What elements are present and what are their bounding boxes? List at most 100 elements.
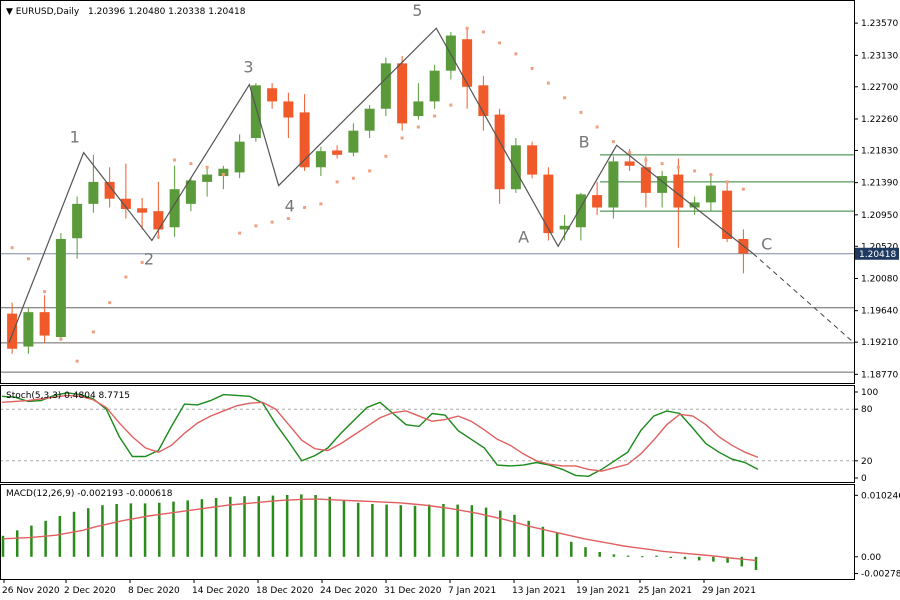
candle-body <box>705 185 716 203</box>
sar-dot <box>384 154 388 158</box>
candle-body <box>364 108 375 131</box>
macd-histogram-bar <box>740 556 744 567</box>
macd-histogram-bar <box>484 507 488 557</box>
candle-body <box>608 161 619 208</box>
macd-histogram-bar <box>385 504 388 557</box>
wave-projection <box>752 253 855 344</box>
candle-body <box>575 194 586 228</box>
candle-body <box>592 195 603 208</box>
macd-histogram-bar <box>683 556 687 560</box>
macd-histogram-bar <box>342 499 346 557</box>
wave-label: 3 <box>243 58 253 77</box>
sar-dot <box>108 301 112 305</box>
sar-dot <box>351 176 355 180</box>
candle-body <box>120 198 131 209</box>
y-tick-label: 1.23570 <box>861 19 898 29</box>
candle-body <box>234 141 245 173</box>
macd-histogram-bar <box>172 501 175 557</box>
sar-dot <box>254 224 258 228</box>
stoch-signal-line <box>1 394 759 472</box>
sar-dot <box>579 110 583 114</box>
sar-dot <box>563 96 567 100</box>
macd-histogram-bar <box>115 504 118 557</box>
candle-body <box>543 174 554 234</box>
wave-label: 5 <box>412 1 422 20</box>
macd-histogram-bar <box>86 508 90 557</box>
macd-title: MACD(12,26,9) -0.002193 -0.000618 <box>6 489 173 499</box>
candle-body <box>527 145 538 175</box>
sar-dot <box>335 180 339 184</box>
y-tick-label: 1.22700 <box>861 83 898 93</box>
macd-histogram-bar <box>1 535 5 557</box>
macd-histogram-bar <box>257 496 260 557</box>
y-tick-label: 1.21390 <box>861 179 898 189</box>
sar-dot <box>173 158 177 162</box>
stoch-tick-label: 0 <box>861 474 867 484</box>
candle-body <box>722 190 733 239</box>
macd-histogram-bar <box>399 505 403 557</box>
sar-dot <box>741 187 745 191</box>
y-tick-label: 1.20520 <box>861 242 898 252</box>
wave-label: A <box>518 227 529 246</box>
y-tick-label: 1.18770 <box>861 370 898 380</box>
candle-body <box>624 161 635 166</box>
candle-body <box>348 130 359 153</box>
macd-histogram-bar <box>214 498 218 557</box>
macd-histogram-bar <box>655 555 658 557</box>
sar-dot <box>465 26 469 30</box>
candle-body <box>445 35 456 71</box>
wave-zigzag <box>8 27 754 344</box>
macd-histogram-bar <box>371 504 374 557</box>
macd-signal-line <box>2 498 757 562</box>
sar-dot <box>725 180 729 184</box>
x-tick-label: 2 Dec 2020 <box>64 586 116 596</box>
macd-histogram-bar <box>200 499 204 557</box>
stoch-tick-label: 20 <box>861 457 873 467</box>
candle-body <box>413 101 424 117</box>
sar-dot <box>481 30 485 34</box>
macd-histogram-bar <box>541 526 545 557</box>
sar-dot <box>433 114 437 118</box>
sar-dot <box>676 165 680 169</box>
candle-body <box>185 180 196 204</box>
x-tick-label: 8 Dec 2020 <box>128 586 180 596</box>
y-tick-label: 1.19210 <box>861 338 898 348</box>
sar-dot <box>205 165 209 169</box>
sar-dot <box>238 231 242 235</box>
macd-histogram-bar <box>513 514 516 557</box>
wave-label: 4 <box>285 197 295 216</box>
candle-body <box>332 150 343 155</box>
macd-histogram-bar <box>712 556 715 562</box>
macd-histogram-bar <box>15 530 19 557</box>
y-tick-label: 1.19640 <box>861 307 898 317</box>
sar-dot <box>26 257 30 261</box>
candle-body <box>250 85 261 138</box>
candle-body <box>315 151 326 168</box>
stoch-tick-label: 80 <box>861 405 873 415</box>
macd-histogram-bar <box>570 541 573 557</box>
macd-histogram-bar <box>271 495 275 557</box>
y-tick-label: 1.21830 <box>861 146 898 156</box>
sar-dot <box>124 275 128 279</box>
macd-tick-label: -0.002786 <box>861 570 900 580</box>
macd-histogram-bar <box>285 495 289 557</box>
candle-body <box>267 88 278 102</box>
x-tick-label: 29 Jan 2021 <box>702 586 756 596</box>
macd-histogram-bar <box>641 556 644 558</box>
macd-histogram-bar <box>413 505 417 557</box>
stoch-main-line <box>1 392 759 477</box>
candle-body <box>88 181 99 204</box>
candle-body <box>397 63 408 124</box>
candle-body <box>380 63 391 109</box>
sar-dot <box>368 169 372 173</box>
macd-histogram-bar <box>30 525 33 557</box>
macd-histogram-bar <box>612 554 616 557</box>
candle-body <box>218 168 229 177</box>
sar-dot <box>595 125 599 129</box>
sar-dot <box>709 173 713 177</box>
candle-body <box>283 101 294 118</box>
sar-dot <box>498 41 502 45</box>
macd-histogram-bar <box>427 504 431 557</box>
x-tick-label: 19 Jan 2021 <box>576 586 630 596</box>
x-tick-label: 7 Jan 2021 <box>448 586 496 596</box>
